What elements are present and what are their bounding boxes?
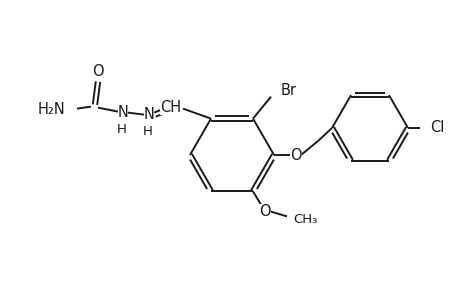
Text: Br: Br [280,83,297,98]
Text: CH: CH [160,100,180,115]
Text: N: N [118,105,128,120]
Text: Cl: Cl [429,121,443,136]
Text: N: N [143,107,154,122]
Text: H: H [143,124,152,138]
Text: H: H [117,123,127,136]
Text: O: O [290,148,301,163]
Text: O: O [92,64,104,79]
Text: O: O [258,204,270,219]
Text: CH₃: CH₃ [292,213,317,226]
Text: H₂N: H₂N [37,102,65,117]
